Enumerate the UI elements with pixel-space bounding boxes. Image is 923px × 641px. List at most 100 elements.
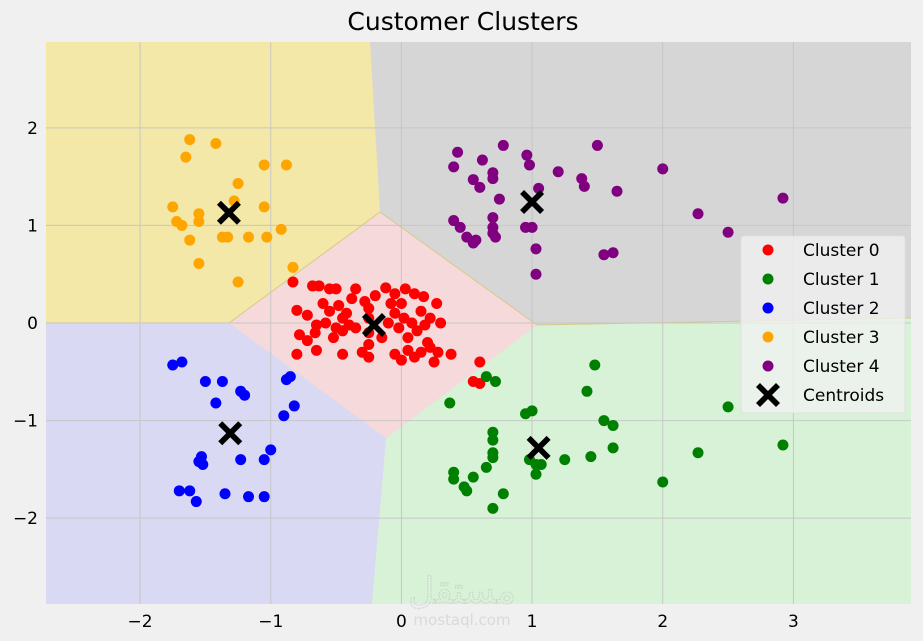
data-point <box>535 458 547 470</box>
series-cluster-1 <box>444 359 789 514</box>
watermark-latin: mostaql.com <box>413 611 510 629</box>
series-cluster-2 <box>167 356 300 508</box>
data-point <box>452 146 464 158</box>
data-point <box>232 177 244 189</box>
data-point <box>497 488 509 500</box>
data-point <box>173 485 185 497</box>
data-point <box>395 297 407 309</box>
legend-item: Centroids <box>756 383 884 407</box>
data-point <box>288 400 300 412</box>
legend-label: Centroids <box>803 386 884 406</box>
data-point <box>291 348 303 360</box>
data-point <box>435 317 447 329</box>
data-point <box>411 325 423 337</box>
data-point <box>293 329 305 341</box>
data-point <box>167 201 179 213</box>
data-point <box>489 231 501 243</box>
data-point <box>428 356 440 368</box>
data-point <box>258 454 270 466</box>
data-point <box>324 305 336 317</box>
centroid-x-icon <box>520 190 545 215</box>
data-point <box>258 159 270 171</box>
data-point <box>184 234 196 246</box>
data-point <box>526 221 538 233</box>
data-point <box>330 283 342 295</box>
data-point <box>552 166 564 178</box>
data-point <box>454 221 466 233</box>
data-point <box>275 223 287 235</box>
y-tick-label: −1 <box>13 412 38 432</box>
legend-label: Cluster 2 <box>803 299 880 319</box>
data-point <box>235 454 247 466</box>
data-point <box>523 159 535 171</box>
data-point <box>530 268 542 280</box>
data-point <box>369 290 381 302</box>
y-tick-label: 0 <box>27 314 38 334</box>
data-point <box>432 346 444 358</box>
data-point <box>376 332 388 344</box>
y-tick-label: 2 <box>27 119 38 139</box>
centroid-x-icon <box>361 312 386 337</box>
data-point <box>581 385 593 397</box>
data-point <box>278 410 290 422</box>
data-point <box>448 473 460 485</box>
data-point <box>578 180 590 192</box>
centroid-x-icon <box>218 421 243 446</box>
data-point <box>589 359 601 371</box>
data-point <box>389 307 401 319</box>
data-point <box>526 405 538 417</box>
data-point <box>607 247 619 259</box>
legend-dot-icon <box>762 302 774 314</box>
region-cluster-3 <box>46 42 380 323</box>
data-point <box>243 491 255 503</box>
x-tick-label: −2 <box>128 612 153 632</box>
data-point <box>363 338 375 350</box>
data-point <box>415 305 427 317</box>
data-point <box>598 249 610 261</box>
data-point <box>280 159 292 171</box>
legend-box <box>740 235 906 414</box>
data-point <box>445 348 457 360</box>
data-point <box>487 452 499 464</box>
data-point <box>399 283 411 295</box>
data-point <box>607 419 619 431</box>
data-point <box>258 201 270 213</box>
data-point <box>722 401 734 413</box>
data-point <box>337 312 349 324</box>
series-cluster-3 <box>167 134 299 288</box>
centroid-markers <box>216 190 551 460</box>
data-points <box>167 134 789 514</box>
data-point <box>176 356 188 368</box>
data-point <box>382 317 394 329</box>
data-point <box>607 442 619 454</box>
region-border <box>228 211 538 326</box>
watermark-arabic: مستقل <box>408 571 516 612</box>
x-tick-label: 3 <box>788 612 799 632</box>
legend-label: Cluster 0 <box>803 241 880 261</box>
data-point <box>291 304 303 316</box>
data-point <box>219 488 231 500</box>
data-point <box>692 447 704 459</box>
x-tick-label: 1 <box>527 612 538 632</box>
data-point <box>287 276 299 288</box>
data-point <box>389 288 401 300</box>
data-point <box>521 149 533 161</box>
y-axis-ticks: 2 1 0 −1 −2 <box>13 119 38 529</box>
legend: Cluster 0 Cluster 1 Cluster 2 Cluster 3 Clus… <box>740 235 906 414</box>
data-point <box>393 322 405 334</box>
data-point <box>261 231 273 243</box>
data-point <box>470 234 482 246</box>
data-point <box>363 302 375 314</box>
legend-label: Cluster 4 <box>803 357 880 377</box>
data-point <box>487 173 499 185</box>
data-point <box>467 471 479 483</box>
legend-label: Cluster 1 <box>803 270 880 290</box>
data-point <box>190 496 202 508</box>
data-point <box>487 426 499 438</box>
data-point <box>385 297 397 309</box>
data-point <box>301 309 313 321</box>
data-point <box>777 439 789 451</box>
series-cluster-4 <box>448 139 789 280</box>
centroid-x-icon <box>526 435 551 460</box>
